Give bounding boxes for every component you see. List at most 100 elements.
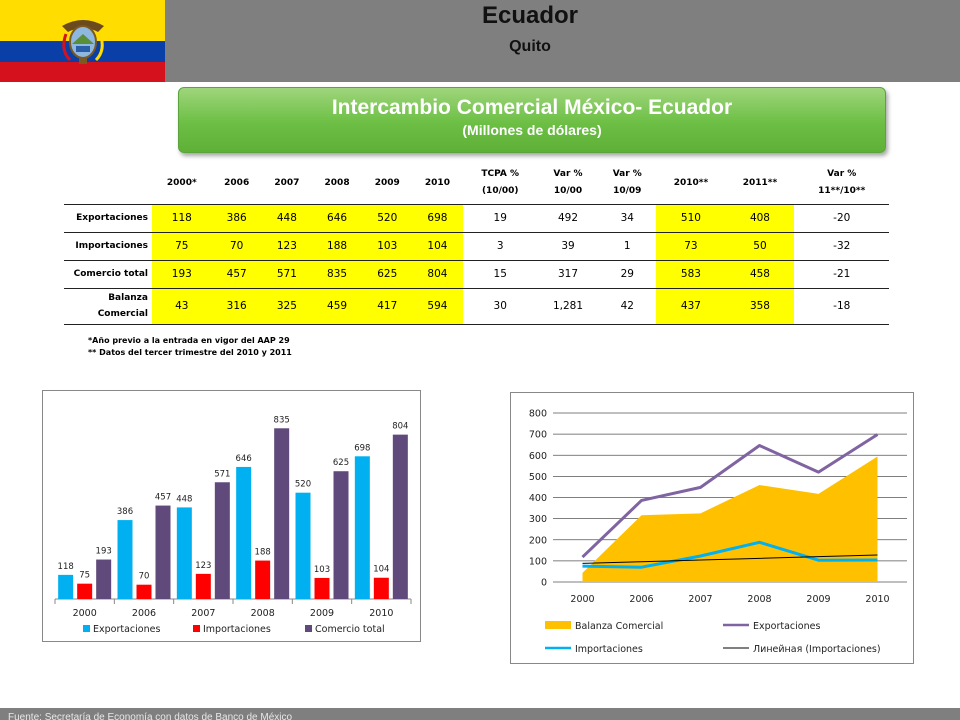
- legend-swatch: [83, 625, 90, 632]
- x-tick-label: 2008: [747, 594, 771, 605]
- bar-exportaciones: [117, 520, 133, 599]
- data-label: 70: [139, 572, 150, 582]
- table-cell: 39: [537, 232, 599, 261]
- bar-comercio-total: [96, 559, 112, 599]
- row-label: Balanza Comercial: [64, 288, 152, 325]
- table-cell: 188: [311, 232, 363, 261]
- source-note: Fuente: Secretaría de Economía con datos…: [8, 712, 293, 720]
- table-cell: 583: [656, 260, 726, 289]
- column-header: 2011**: [725, 162, 795, 205]
- data-label: 103: [314, 565, 330, 575]
- y-tick-label: 700: [529, 430, 547, 441]
- data-label: 188: [255, 548, 271, 558]
- bar-comercio-total: [333, 471, 349, 599]
- line-chart-svg: 0 100 200 300 400 500 600 700 800 2000 2006 2007 200…: [529, 409, 907, 655]
- data-label: 646: [236, 454, 252, 464]
- table-cell: 835: [311, 260, 363, 289]
- line-area-chart: 0 100 200 300 400 500 600 700 800 2000 2006 2007 200…: [510, 392, 914, 664]
- bar-exportaciones: [295, 492, 311, 599]
- bar-importaciones: [255, 560, 271, 599]
- column-header: 2006: [211, 162, 262, 205]
- data-label: 625: [333, 458, 349, 468]
- table-cell: -18: [794, 288, 889, 325]
- y-tick-label: 400: [529, 493, 547, 504]
- column-header: Var % 11**/10**: [794, 162, 889, 205]
- legend-swatch: [545, 621, 571, 629]
- bar-importaciones: [136, 584, 152, 599]
- note-line: ** Datos del tercer trimestre del 2010 y…: [88, 348, 292, 357]
- y-tick-label: 200: [529, 535, 547, 546]
- x-tick-label: 2006: [132, 608, 156, 619]
- note-line: *Año previo a la entrada en vigor del AA…: [88, 336, 290, 345]
- table-cell: 459: [311, 288, 363, 325]
- series-exportaciones: [581, 433, 879, 559]
- data-label: 104: [373, 565, 389, 575]
- column-header: Var % 10/00: [537, 162, 599, 205]
- x-tick-label: 2009: [310, 608, 334, 619]
- header-bar: Ecuador Quito: [0, 0, 960, 82]
- column-header: 2010: [412, 162, 463, 205]
- corner-cell: [64, 162, 152, 205]
- table-cell: 625: [362, 260, 413, 289]
- table-cell: 50: [725, 232, 795, 261]
- bar-comercio-total: [214, 482, 230, 599]
- table-cell: 457: [211, 260, 262, 289]
- table-cell: 458: [725, 260, 795, 289]
- data-label: 571: [214, 469, 230, 479]
- row-label: Comercio total: [64, 260, 152, 289]
- x-tick-label: 2010: [865, 594, 889, 605]
- data-label: 804: [392, 422, 408, 432]
- legend-label: Comercio total: [315, 624, 385, 635]
- legend-label: Линейная (Importaciones): [753, 644, 881, 655]
- column-header: 2010**: [656, 162, 726, 205]
- bar-exportaciones: [354, 456, 370, 599]
- table-cell: 417: [362, 288, 413, 325]
- series-линейная-importaciones-: [582, 554, 878, 564]
- bar-exportaciones: [176, 507, 192, 599]
- data-label: 457: [155, 493, 171, 503]
- table-cell: 698: [412, 204, 463, 233]
- legend-label: Importaciones: [203, 624, 271, 635]
- bar-importaciones: [195, 573, 211, 599]
- table-cell: 317: [537, 260, 599, 289]
- x-tick-label: 2010: [369, 608, 393, 619]
- data-label: 520: [295, 480, 311, 490]
- table-cell: 437: [656, 288, 726, 325]
- table-cell: 118: [152, 204, 212, 233]
- bar-chart-svg: 118 75 193 2000 386 70 457 2006 448 123 571 2007 646…: [54, 415, 412, 635]
- table-cell: 193: [152, 260, 212, 289]
- row-label: Exportaciones: [64, 204, 152, 233]
- bar-chart: 118 75 193 2000 386 70 457 2006 448 123 571 2007 646…: [42, 390, 421, 642]
- bar-comercio-total: [392, 434, 408, 599]
- column-header: TCPA % (10/00): [462, 162, 538, 205]
- x-tick-label: 2009: [806, 594, 830, 605]
- x-tick-label: 2007: [191, 608, 215, 619]
- series-balanza-comercial-area: [582, 456, 878, 582]
- units-subtitle: (Millones de dólares): [462, 122, 602, 138]
- y-tick-label: 0: [541, 578, 547, 589]
- table-cell: 571: [261, 260, 312, 289]
- bar-exportaciones: [58, 574, 74, 599]
- data-label: 386: [117, 507, 133, 517]
- table-cell: 316: [211, 288, 262, 325]
- table-cell: 646: [311, 204, 363, 233]
- y-tick-label: 800: [529, 409, 547, 420]
- table-cell: 43: [152, 288, 212, 325]
- table-notes: *Año previo a la entrada en vigor del AA…: [88, 335, 292, 359]
- table-cell: -32: [794, 232, 889, 261]
- table-row: Exportaciones 118 386 448 646 520 698 19 492 34 51…: [64, 204, 889, 233]
- title-box: Intercambio Comercial México- Ecuador (M…: [178, 87, 886, 153]
- series-importaciones: [582, 540, 878, 569]
- table-cell: 19: [462, 204, 538, 233]
- column-header: 2000*: [152, 162, 212, 205]
- bar-importaciones: [314, 577, 330, 599]
- table-cell: 75: [152, 232, 212, 261]
- table-cell: 73: [656, 232, 726, 261]
- table-cell: 492: [537, 204, 599, 233]
- table-cell: -20: [794, 204, 889, 233]
- table-cell: 804: [412, 260, 463, 289]
- legend-label: Balanza Comercial: [575, 621, 663, 632]
- bar-importaciones: [77, 583, 93, 599]
- legend-swatch: [305, 625, 312, 632]
- bar-exportaciones: [236, 466, 252, 599]
